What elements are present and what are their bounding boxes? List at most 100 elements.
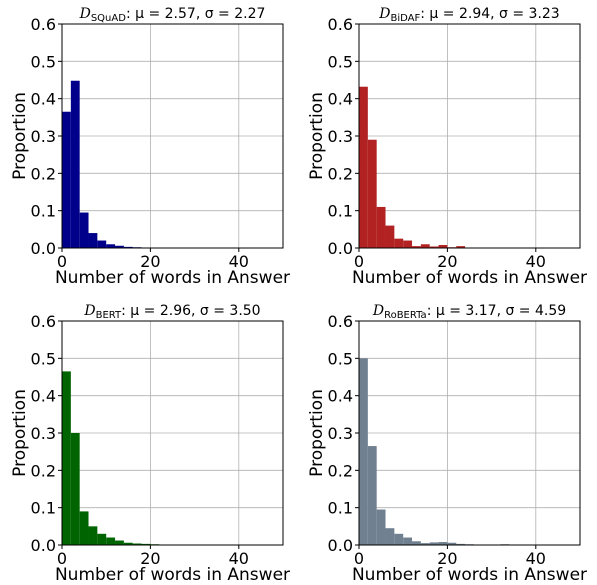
histogram-bar (456, 543, 466, 545)
histogram-bar (97, 533, 107, 545)
y-tick-label: 0.1 (31, 202, 56, 221)
subplot-title: DSQuAD: μ = 2.57, σ = 2.27 (79, 6, 266, 24)
y-tick-label: 0.6 (328, 312, 353, 331)
histogram-bar (385, 225, 395, 248)
y-tick-label: 0.6 (31, 312, 56, 331)
subplot-title: DBERT: μ = 2.96, σ = 3.50 (83, 303, 260, 321)
histogram-bar (385, 528, 395, 545)
histogram-bar (447, 542, 457, 545)
histogram-bar (97, 240, 107, 248)
histogram-bar (412, 541, 421, 545)
y-tick-label: 0.3 (31, 127, 56, 146)
x-tick-label: 20 (437, 549, 457, 568)
histogram-bar (367, 446, 377, 545)
x-tick-label: 40 (526, 549, 546, 568)
y-tick-label: 0.1 (328, 499, 353, 518)
y-tick-label: 0.1 (31, 499, 56, 518)
y-tick-label: 0.6 (328, 15, 353, 34)
histogram-bar (79, 511, 89, 545)
histogram-bar (62, 371, 71, 545)
y-axis-label: Proportion (307, 389, 327, 477)
histogram-bar (141, 543, 151, 545)
x-tick-label: 0 (354, 549, 364, 568)
y-tick-label: 0.0 (31, 536, 56, 555)
histogram-bar (438, 245, 448, 248)
y-tick-label: 0.2 (31, 164, 56, 183)
histogram-bar (70, 433, 80, 545)
histogram-bar (106, 537, 116, 545)
y-tick-label: 0.5 (328, 52, 353, 71)
histogram-bar (106, 244, 116, 248)
x-axis-label: Number of words in Answer (352, 565, 587, 585)
title-statistics: : μ = 2.96, σ = 3.50 (121, 303, 260, 319)
histogram-bar (123, 542, 133, 545)
y-tick-label: 0.2 (328, 164, 353, 183)
histogram-bar (429, 246, 439, 248)
title-statistics: : μ = 2.94, σ = 3.23 (420, 6, 559, 22)
histogram-bar (403, 537, 413, 545)
y-tick-label: 0.3 (31, 424, 56, 443)
histogram-bar (403, 240, 413, 248)
x-tick-label: 0 (354, 252, 364, 271)
y-tick-label: 0.3 (328, 127, 353, 146)
subplot-title: DRoBERTa: μ = 3.17, σ = 4.59 (372, 303, 566, 321)
histogram-bar (367, 139, 377, 248)
histogram-bar (115, 540, 124, 545)
title-dataset-symbol: D (372, 303, 384, 319)
x-axis-label: Number of words in Answer (352, 268, 587, 288)
histogram-bar (438, 542, 448, 545)
y-tick-label: 0.4 (328, 90, 353, 109)
title-dataset-symbol: D (79, 6, 91, 22)
y-tick-label: 0.0 (328, 536, 353, 555)
y-tick-label: 0.4 (31, 90, 56, 109)
histogram-bar (394, 533, 404, 545)
histogram-bar (376, 509, 386, 545)
y-tick-label: 0.5 (328, 349, 353, 368)
x-tick-label: 20 (140, 252, 160, 271)
x-tick-label: 40 (229, 252, 249, 271)
histogram-bar (70, 80, 80, 248)
title-statistics: : μ = 2.57, σ = 2.27 (126, 6, 265, 22)
histogram-bar (88, 526, 98, 545)
histogram-bar (359, 358, 368, 545)
x-axis-label: Number of words in Answer (55, 268, 290, 288)
title-dataset-name: RoBERTa (384, 310, 427, 321)
y-tick-label: 0.0 (328, 239, 353, 258)
histogram-bar (132, 543, 142, 545)
y-tick-label: 0.2 (31, 461, 56, 480)
y-axis-label: Proportion (10, 389, 30, 477)
y-tick-label: 0.4 (328, 387, 353, 406)
title-dataset-name: BiDAF (391, 13, 421, 24)
histogram-bar (79, 212, 89, 248)
histogram-bar (429, 542, 439, 545)
y-tick-label: 0.5 (31, 349, 56, 368)
y-tick-label: 0.0 (31, 239, 56, 258)
y-tick-label: 0.2 (328, 461, 353, 480)
x-tick-label: 40 (229, 549, 249, 568)
title-dataset-name: BERT (96, 310, 122, 321)
x-tick-label: 0 (57, 252, 67, 271)
histogram-bar (123, 246, 133, 248)
y-tick-label: 0.4 (31, 387, 56, 406)
y-axis-label: Proportion (10, 92, 30, 180)
x-tick-label: 40 (526, 252, 546, 271)
histogram-bar (359, 86, 368, 248)
y-tick-label: 0.1 (328, 202, 353, 221)
histogram-bar (376, 206, 386, 248)
y-axis-label: Proportion (307, 92, 327, 180)
x-tick-label: 20 (140, 549, 160, 568)
title-dataset-symbol: D (83, 303, 95, 319)
y-tick-label: 0.3 (328, 424, 353, 443)
subplot-title: DBiDAF: μ = 2.94, σ = 3.23 (378, 6, 559, 24)
title-statistics: : μ = 3.17, σ = 4.59 (427, 303, 566, 319)
histogram-bar (420, 244, 430, 248)
x-axis-label: Number of words in Answer (55, 565, 290, 585)
histogram-bar (412, 246, 421, 248)
x-tick-label: 0 (57, 549, 67, 568)
y-tick-label: 0.5 (31, 52, 56, 71)
